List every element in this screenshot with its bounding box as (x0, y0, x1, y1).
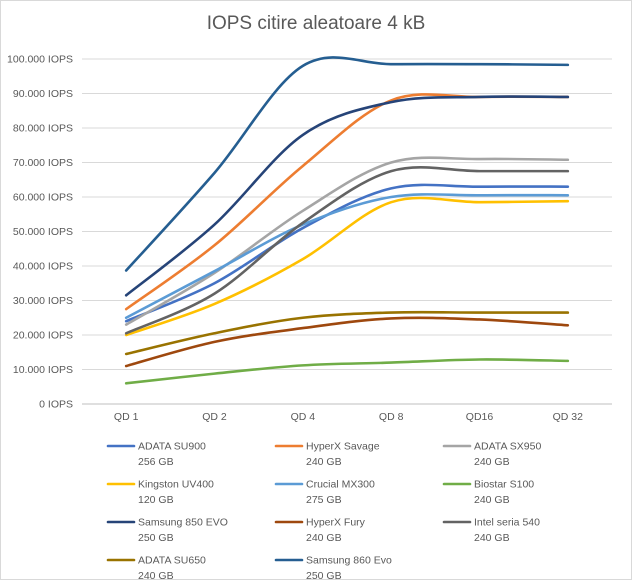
x-tick-label: QD16 (466, 411, 494, 423)
y-tick-label: 30.000 IOPS (13, 295, 73, 307)
series-line (124, 310, 570, 356)
y-tick-label: 60.000 IOPS (13, 192, 73, 204)
series-line (124, 193, 570, 320)
legend-label: ADATA SU650 (138, 555, 206, 567)
y-tick-label: 50.000 IOPS (13, 226, 73, 238)
y-tick-label: 10.000 IOPS (13, 364, 73, 376)
series-line (124, 166, 570, 335)
legend-label: Kingston UV400 (138, 479, 214, 491)
series-line (124, 358, 570, 385)
y-tick-label: 20.000 IOPS (13, 330, 73, 342)
x-axis-ticks: QD 1 QD 2 QD 4 QD 8 QD16 QD 32 (114, 411, 583, 423)
legend-capacity: 240 GB (474, 494, 510, 506)
legend-capacity: 275 GB (306, 494, 342, 506)
series-line (124, 183, 570, 323)
legend-capacity: 240 GB (138, 570, 174, 580)
y-tick-label: 0 IOPS (39, 399, 73, 411)
x-tick-label: QD 8 (379, 411, 404, 423)
y-tick-label: 70.000 IOPS (13, 157, 73, 169)
series-line (124, 95, 570, 297)
x-tick-label: QD 4 (291, 411, 316, 423)
legend-capacity: 256 GB (138, 456, 174, 468)
legend-label: Crucial MX300 (306, 479, 375, 491)
y-tick-label: 100.000 IOPS (7, 54, 73, 66)
x-tick-label: QD 1 (114, 411, 139, 423)
legend-label: HyperX Fury (306, 517, 366, 529)
legend-capacity: 250 GB (306, 570, 342, 580)
y-tick-label: 90.000 IOPS (13, 88, 73, 100)
chart-title: IOPS citire aleatoare 4 kB (207, 13, 426, 34)
y-tick-label: 40.000 IOPS (13, 261, 73, 273)
series-line (124, 316, 570, 368)
series-line (124, 156, 570, 326)
series-lines (124, 56, 570, 385)
legend-capacity: 240 GB (474, 532, 510, 544)
legend-capacity: 240 GB (306, 456, 342, 468)
legend-label: Samsung 850 EVO (138, 517, 228, 529)
legend-label: Biostar S100 (474, 479, 534, 491)
series-line (124, 56, 570, 272)
legend-label: ADATA SU900 (138, 441, 206, 453)
legend-capacity: 240 GB (474, 456, 510, 468)
y-tick-label: 80.000 IOPS (13, 123, 73, 135)
legend-capacity: 250 GB (138, 532, 174, 544)
legend-label: Samsung 860 Evo (306, 555, 392, 567)
legend-label: HyperX Savage (306, 441, 380, 453)
y-axis-ticks: 0 IOPS 10.000 IOPS 20.000 IOPS 30.000 IOPS 4… (7, 54, 73, 411)
x-tick-label: QD 2 (202, 411, 227, 423)
legend-label: ADATA SX950 (474, 441, 541, 453)
legend-capacity: 240 GB (306, 532, 342, 544)
legend-capacity: 120 GB (138, 494, 174, 506)
x-tick-label: QD 32 (553, 411, 584, 423)
legend-label: Intel seria 540 (474, 517, 540, 529)
legend: ADATA SU900 256 GB HyperX Savage 240 GB ADAT… (106, 441, 541, 580)
series-line (124, 196, 570, 337)
